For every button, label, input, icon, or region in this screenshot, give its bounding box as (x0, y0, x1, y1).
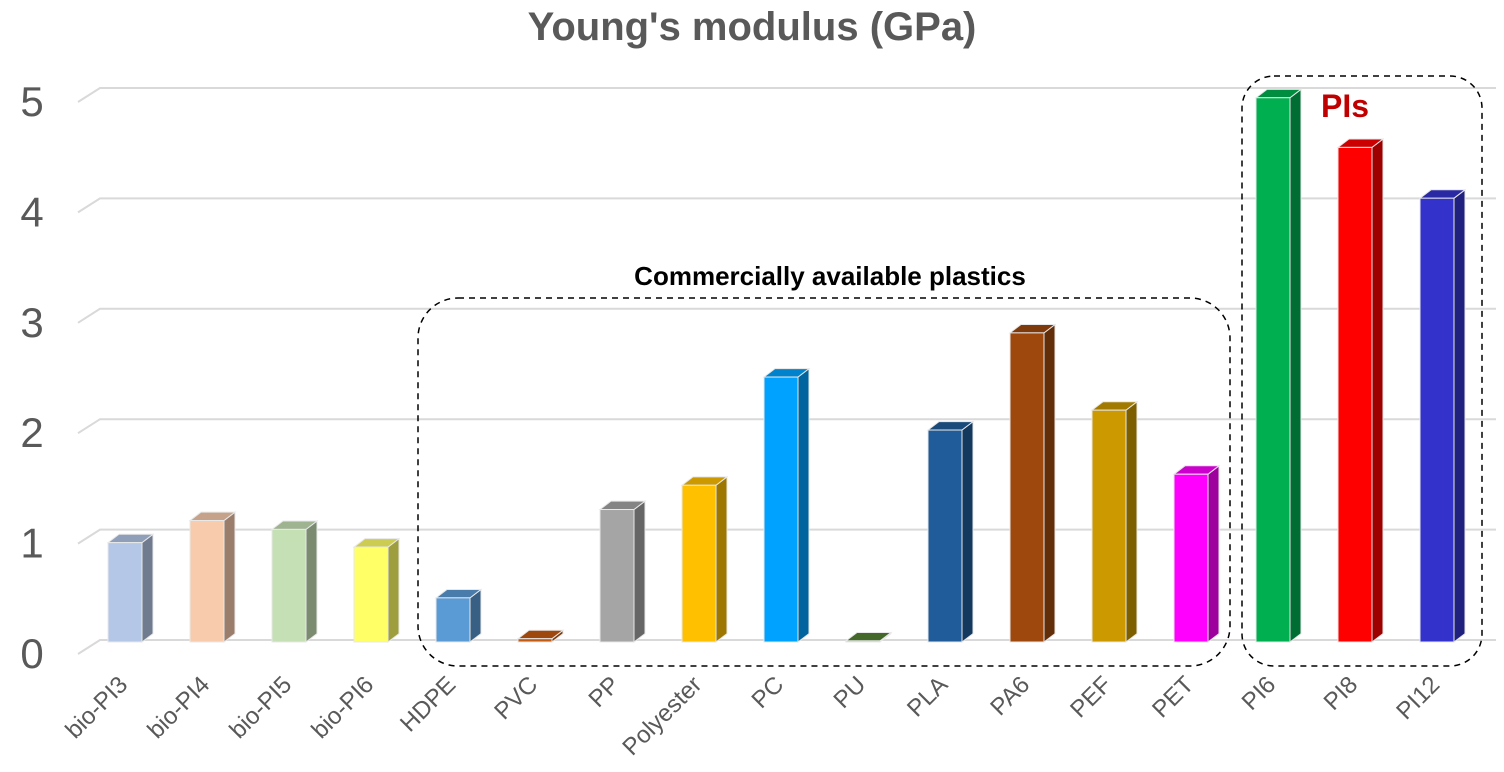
bar (680, 475, 729, 644)
group-boxes: Commercially available plastics PIs (417, 75, 1483, 667)
y-axis: 0 1 2 3 4 5 (20, 78, 43, 677)
y-tick-label: 3 (20, 299, 43, 346)
bar (516, 629, 565, 644)
gridline (77, 197, 1496, 214)
bar (762, 367, 811, 644)
x-tick-label: PLA (902, 671, 953, 722)
bar (1090, 400, 1139, 644)
x-tick-label: PA6 (985, 671, 1035, 721)
bar (434, 588, 483, 644)
bar (1336, 137, 1385, 644)
bar (598, 500, 647, 644)
bar (1008, 323, 1057, 644)
x-tick-label: Polyester (617, 671, 707, 761)
x-tick-label: HDPE (395, 671, 461, 737)
y-tick-label: 5 (20, 78, 43, 125)
bar (844, 631, 893, 644)
y-tick-label: 1 (20, 520, 43, 567)
bar (1418, 188, 1467, 644)
x-tick-label: PU (829, 671, 872, 714)
bar (352, 537, 401, 644)
chart-title: Young's modulus (GPa) (528, 5, 977, 49)
x-tick-label: PEF (1065, 671, 1117, 723)
commercial-plastics-label: Commercially available plastics (634, 261, 1026, 291)
pis-box (1241, 75, 1483, 667)
x-tick-label: PI12 (1391, 671, 1445, 725)
x-tick-label: PP (584, 671, 626, 713)
x-tick-label: bio-PI5 (224, 671, 297, 744)
x-tick-label: bio-PI4 (142, 671, 215, 744)
x-tick-label: bio-PI3 (60, 671, 133, 744)
bar (106, 533, 155, 644)
y-tick-label: 4 (20, 188, 43, 235)
x-tick-label: PVC (489, 671, 543, 725)
commercial-plastics-box (417, 297, 1231, 667)
y-tick-label: 0 (20, 630, 43, 677)
bars (106, 88, 1467, 644)
gridline (77, 307, 1496, 324)
pis-label: PIs (1321, 88, 1369, 124)
x-tick-label: bio-PI6 (306, 671, 379, 744)
x-tick-label: PC (747, 671, 790, 714)
bar (188, 511, 237, 644)
x-tick-label: PI6 (1237, 671, 1282, 716)
bar (270, 519, 319, 644)
y-tick-label: 2 (20, 409, 43, 456)
x-tick-label: PI8 (1319, 671, 1364, 716)
gridline (77, 87, 1496, 103)
bar (1172, 464, 1221, 644)
x-axis: bio-PI3 bio-PI4 bio-PI5 bio-PI6 HDPE PVC PPPol… (60, 671, 1445, 761)
x-tick-label: PET (1147, 671, 1199, 723)
bar (1254, 88, 1303, 644)
bar (926, 420, 975, 644)
